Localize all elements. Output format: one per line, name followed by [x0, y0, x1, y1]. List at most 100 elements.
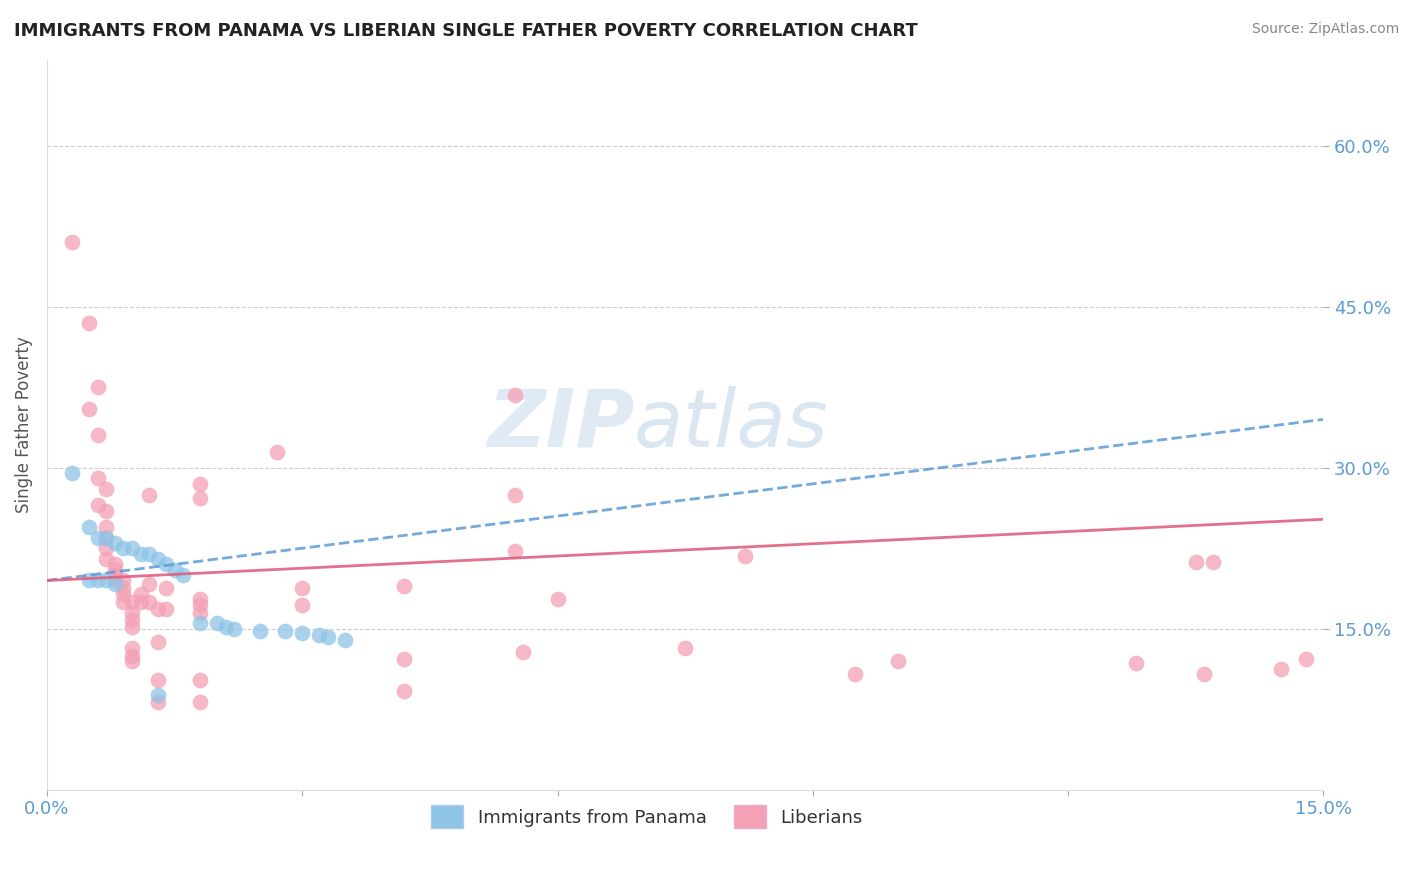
Point [121, 541, 143, 556]
Point [214, 620, 236, 634]
Point [129, 587, 152, 601]
Point [547, 591, 569, 606]
Point [104, 536, 127, 550]
Point [121, 648, 143, 663]
Point [188, 476, 211, 491]
Point [121, 641, 143, 656]
Point [112, 541, 135, 556]
Point [87, 574, 110, 588]
Point [734, 549, 756, 563]
Point [188, 591, 211, 606]
Point [1194, 667, 1216, 681]
Point [1202, 555, 1225, 569]
Point [188, 616, 211, 631]
Point [104, 563, 127, 577]
Point [96, 552, 118, 566]
Point [205, 616, 228, 631]
Point [333, 632, 356, 647]
Point [155, 558, 177, 572]
Point [104, 568, 127, 582]
Point [96, 520, 118, 534]
Point [112, 574, 135, 588]
Point [62, 235, 84, 250]
Point [887, 654, 910, 668]
Point [96, 574, 118, 588]
Point [96, 541, 118, 556]
Point [1295, 652, 1317, 666]
Point [79, 574, 101, 588]
Point [224, 622, 246, 636]
Point [512, 645, 534, 659]
Text: Source: ZipAtlas.com: Source: ZipAtlas.com [1251, 22, 1399, 37]
Point [87, 428, 110, 442]
Point [155, 581, 177, 595]
Point [121, 654, 143, 668]
Point [79, 520, 101, 534]
Point [138, 595, 160, 609]
Point [188, 598, 211, 612]
Point [138, 576, 160, 591]
Text: atlas: atlas [634, 385, 830, 464]
Point [188, 695, 211, 709]
Point [503, 544, 526, 558]
Point [104, 576, 127, 591]
Point [188, 673, 211, 688]
Point [394, 652, 416, 666]
Point [96, 531, 118, 545]
Point [172, 568, 194, 582]
Point [87, 498, 110, 512]
Point [112, 581, 135, 595]
Point [79, 401, 101, 416]
Point [112, 595, 135, 609]
Point [146, 673, 169, 688]
Point [188, 606, 211, 620]
Point [503, 487, 526, 501]
Point [146, 552, 169, 566]
Point [138, 547, 160, 561]
Point [96, 482, 118, 496]
Point [308, 628, 330, 642]
Point [104, 558, 127, 572]
Point [121, 620, 143, 634]
Point [1125, 656, 1147, 670]
Point [249, 624, 271, 638]
Point [673, 641, 696, 656]
Point [121, 606, 143, 620]
Point [163, 563, 186, 577]
Point [394, 579, 416, 593]
Point [104, 574, 127, 588]
Point [146, 634, 169, 648]
Point [129, 595, 152, 609]
Point [121, 613, 143, 627]
Point [844, 667, 866, 681]
Point [138, 487, 160, 501]
Point [1270, 661, 1292, 675]
Point [394, 684, 416, 698]
Point [87, 380, 110, 394]
Point [316, 631, 339, 645]
Text: IMMIGRANTS FROM PANAMA VS LIBERIAN SINGLE FATHER POVERTY CORRELATION CHART: IMMIGRANTS FROM PANAMA VS LIBERIAN SINGL… [14, 22, 918, 40]
Point [291, 626, 314, 640]
Legend: Immigrants from Panama, Liberians: Immigrants from Panama, Liberians [423, 798, 870, 836]
Point [87, 471, 110, 485]
Point [1184, 555, 1206, 569]
Point [146, 695, 169, 709]
Point [188, 491, 211, 505]
Point [146, 602, 169, 616]
Point [146, 689, 169, 703]
Text: ZIP: ZIP [486, 385, 634, 464]
Point [503, 387, 526, 401]
Point [274, 624, 297, 638]
Point [112, 587, 135, 601]
Point [79, 316, 101, 330]
Point [96, 531, 118, 545]
Point [266, 444, 288, 458]
Point [291, 581, 314, 595]
Point [155, 602, 177, 616]
Point [129, 547, 152, 561]
Point [96, 504, 118, 518]
Point [291, 598, 314, 612]
Point [121, 595, 143, 609]
Point [62, 466, 84, 480]
Y-axis label: Single Father Poverty: Single Father Poverty [15, 336, 32, 513]
